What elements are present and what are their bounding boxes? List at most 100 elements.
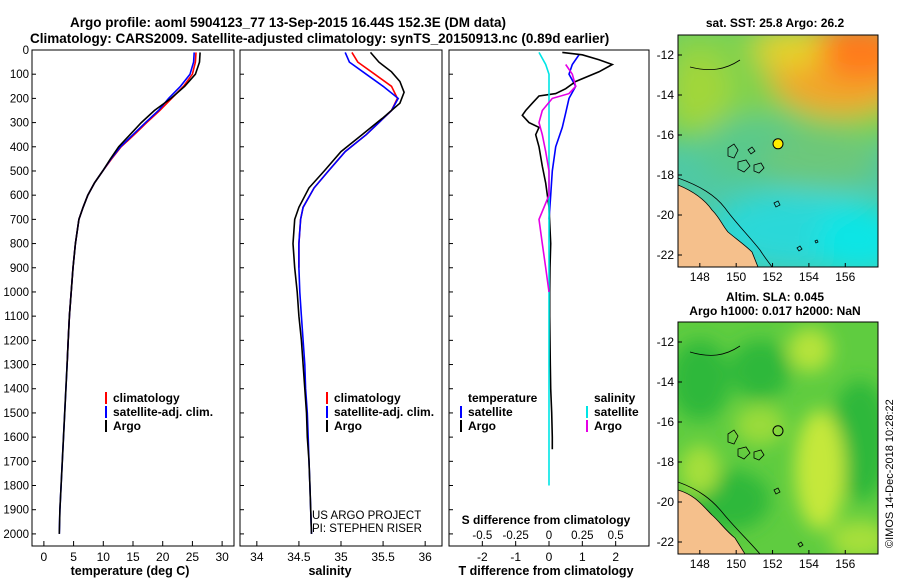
lat-tick-label: -16 [657,128,675,142]
difference-legend: temperature satellite Argo salinity sate… [460,391,639,433]
salinity-panel: 34 34.5 35 35.5 36 salinity climatology sate… [239,49,443,578]
x-tick-label: 30 [215,550,229,564]
project-credit: US ARGO PROJECT [312,510,421,522]
x-tick-label: 35.5 [371,550,395,564]
depth-tick-label: 0 [23,45,29,57]
depth-tick-label: 400 [10,142,29,154]
x-tick-label: 34.5 [287,550,311,564]
s-difference-xlabel: S difference from climatology [462,513,631,527]
series-line-s-satellite [538,52,550,486]
imos-watermark: ©IMOS 14-Dec-2018 10:28:22 [884,399,896,548]
s-diff-tick-label: -0.25 [503,530,529,542]
legend-satellite-label: satellite-adj. clim. [113,405,213,419]
temperature-legend: climatology satellite-adj. clim. Argo [105,391,213,433]
temperature-panel: 0100200300400500600700800900100011001200… [3,45,235,578]
x-tick-label: -2 [477,550,488,564]
lat-tick-label: -12 [657,48,675,62]
t-difference-x-ticks: -2 -1 0 1 2 [477,541,619,564]
depth-tick-label: 500 [10,166,29,178]
lon-tick-label: 152 [763,557,783,571]
depth-tick-label: 600 [10,190,29,202]
depth-tick-label: 2000 [3,529,29,541]
sla-map: Altim. SLA: 0.045 Argo h1000: 0.017 h200… [657,290,879,571]
lon-tick-label: 148 [690,270,710,284]
depth-tick-label: 1600 [3,432,29,444]
legend-s-satellite-label: satellite [594,405,639,419]
salinity-legend: climatology satellite-adj. clim. Argo [326,391,434,433]
salinity-axes-frame [239,49,443,547]
depth-tick-label: 1900 [3,505,29,517]
lon-tick-label: 154 [799,270,819,284]
lon-tick-label: 150 [726,557,746,571]
depth-tick-label: 1300 [3,360,29,372]
series-line-argo [292,51,405,534]
lon-tick-label: 156 [835,270,855,284]
temperature-axes-frame [31,49,235,547]
x-tick-label: 5 [70,550,77,564]
temperature-lines [58,52,201,534]
lat-tick-label: -18 [657,455,675,469]
depth-tick-label: 1000 [3,287,29,299]
x-tick-label: 25 [186,550,200,564]
lat-tick-label: -14 [657,375,675,389]
lat-tick-label: -18 [657,168,675,182]
salinity-x-ticks: 34 34.5 35 35.5 36 [250,541,432,564]
depth-tick-labels: 0 100 200 300 400 500 600 700 800 900 1000 1100 1200… [3,45,36,541]
lat-tick-label: -14 [657,88,675,102]
difference-lines [521,51,615,486]
header-line1: Argo profile: aoml 5904123_77 13-Sep-201… [70,15,506,30]
lon-tick-label: 152 [763,270,783,284]
sst-map-title: sat. SST: 25.8 Argo: 26.2 [706,16,845,30]
x-tick-label: -1 [510,550,521,564]
depth-tick-label: 1400 [3,384,29,396]
x-tick-label: 20 [156,550,170,564]
lat-tick-label: -20 [657,495,675,509]
salinity-y-tickmarks [240,49,244,535]
legend-t-satellite-label: satellite [468,405,513,419]
depth-tick-label: 700 [10,214,29,226]
depth-tick-label: 1700 [3,456,29,468]
legend-salinity-title: salinity [594,391,636,405]
temperature-xlabel: temperature (deg C) [71,564,190,578]
x-tick-label: 36 [418,550,432,564]
sst-map-frame [677,34,879,268]
legend-satellite-label: satellite-adj. clim. [334,405,434,419]
sla-map-ticks: 148 150 152 154 156 -12 -14 -16 -18 -20 -22 [657,335,856,571]
x-tick-label: 0 [546,550,553,564]
x-tick-label: 15 [126,550,140,564]
salinity-lines [292,51,405,534]
argo-location-marker [772,425,784,437]
series-line-s-argo [538,64,577,293]
x-tick-label: 34 [250,550,264,564]
legend-argo-label: Argo [113,419,141,433]
s-diff-tick-label: -0.5 [472,530,492,542]
lat-tick-label: -16 [657,415,675,429]
x-tick-label: 10 [97,550,111,564]
x-tick-label: 0 [41,550,48,564]
depth-tick-label: 300 [10,118,29,130]
lon-tick-label: 154 [799,557,819,571]
sla-map-title2: Argo h1000: 0.017 h2000: NaN [689,304,860,318]
series-line-argo [58,52,201,534]
legend-climatology-label: climatology [334,391,401,405]
x-tick-label: 2 [612,550,619,564]
salinity-xlabel: salinity [308,564,351,578]
s-diff-tick-label: 0.5 [608,530,624,542]
legend-t-argo-label: Argo [468,419,496,433]
t-difference-xlabel: T difference from climatology [458,564,633,578]
difference-panel: -2 -1 0 1 2 -0.5 -0.25 0 0.25 0.5 T difference f… [448,49,650,578]
depth-tick-label: 1800 [3,481,29,493]
depth-tick-label: 1500 [3,408,29,420]
legend-s-argo-label: Argo [594,419,622,433]
depth-tick-label: 800 [10,239,29,251]
s-diff-tick-label: 0.25 [571,530,593,542]
header-line2: Climatology: CARS2009. Satellite-adjuste… [30,31,609,46]
sst-map: sat. SST: 25.8 Argo: 26.2 [657,16,879,284]
difference-y-tickmarks [449,49,453,535]
lat-tick-label: -20 [657,208,675,222]
sla-map-frame [677,321,879,555]
x-tick-label: 35 [334,550,348,564]
legend-climatology-label: climatology [113,391,180,405]
depth-tick-label: 1200 [3,335,29,347]
legend-argo-label: Argo [334,419,362,433]
